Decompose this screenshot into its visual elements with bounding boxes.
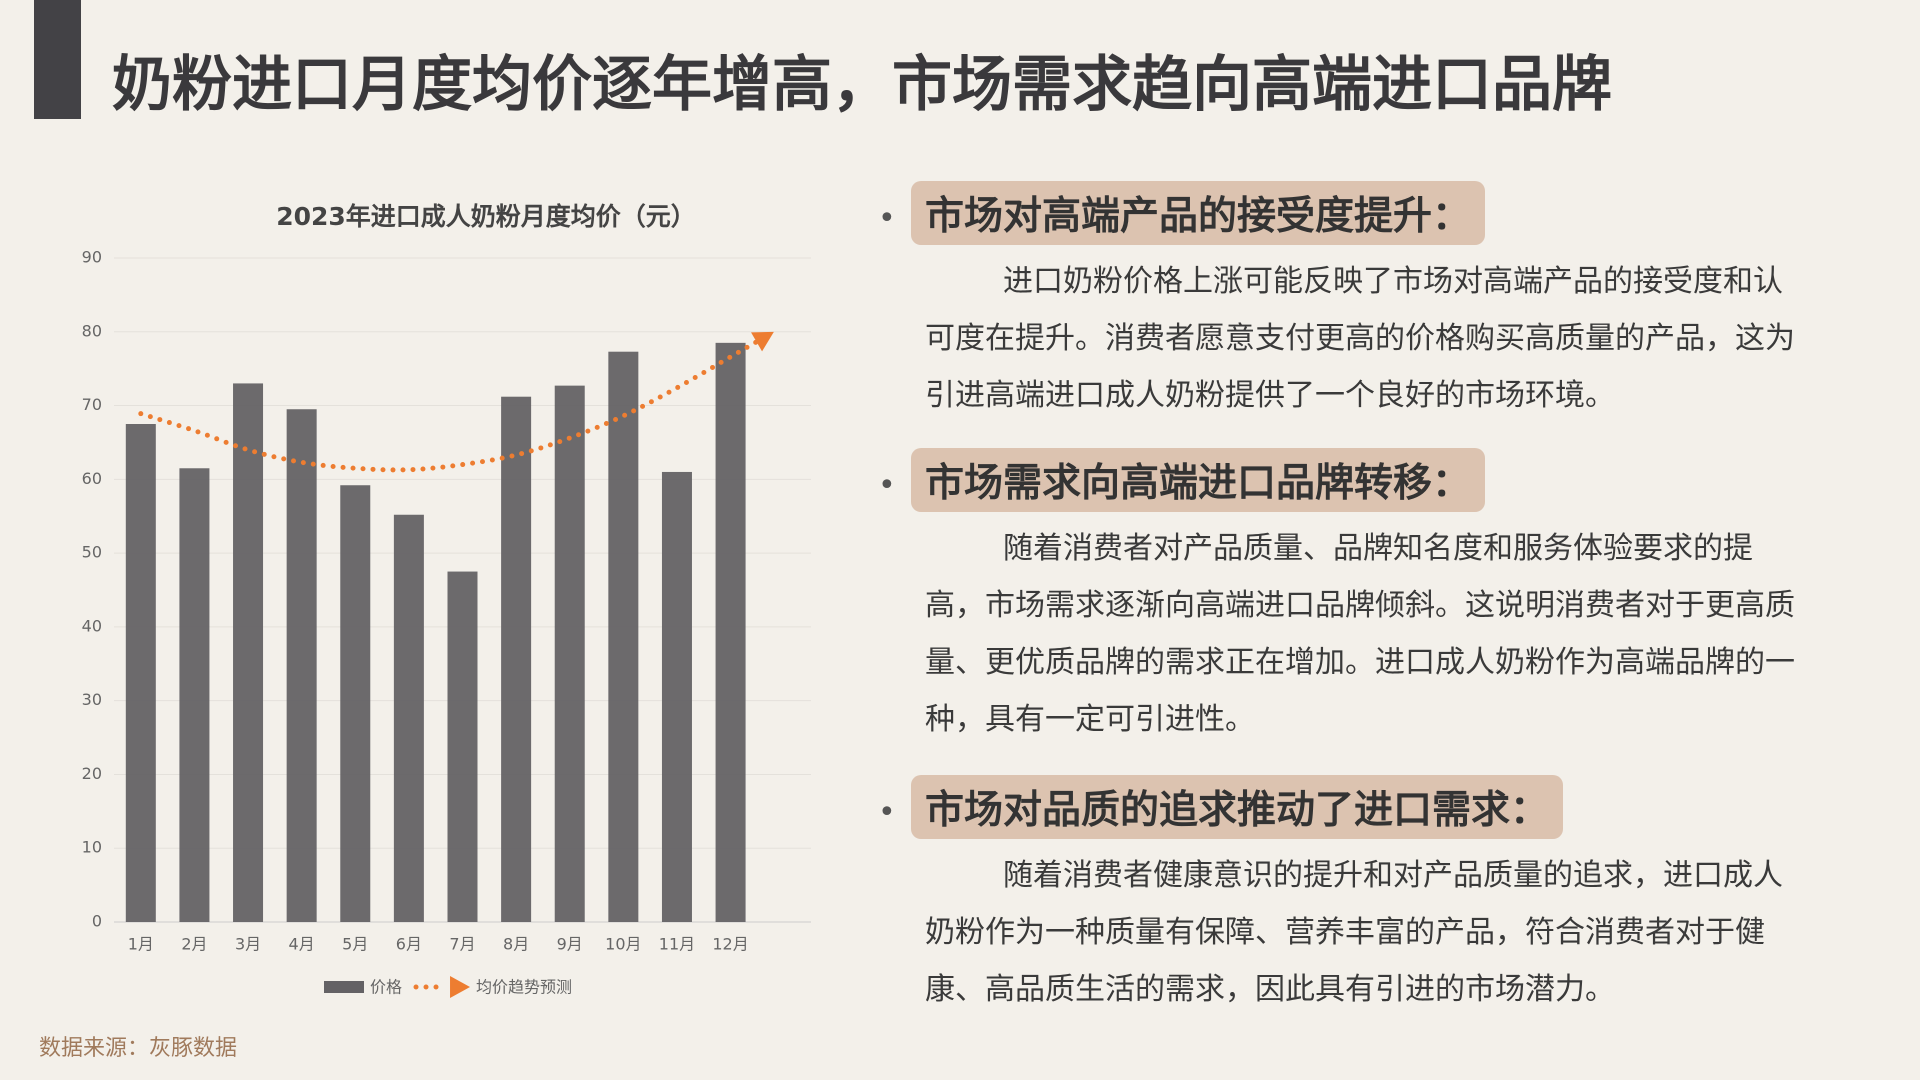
point-heading: 市场对高端产品的接受度提升： [911,181,1486,245]
y-tick-label: 70 [82,395,102,414]
chart-title: 2023年进口成人奶粉月度均价（元） [276,202,696,231]
y-tick-label: 0 [92,912,102,931]
bar [393,514,424,922]
bar [661,471,692,922]
point-text: 随着消费者健康意识的提升和对产品质量的追求，进口成人奶粉作为一种质量有保障、营养… [925,858,1783,1007]
legend-swatch [324,981,364,993]
bar [286,409,317,922]
source-note: 数据来源：灰豚数据 [39,1036,238,1061]
bullet: • [878,201,896,236]
x-tick-label: 11月 [659,935,695,954]
chart: 2023年进口成人奶粉月度均价（元） 0 10 20 30 40 50 60 70 80 90 1月… [82,202,811,998]
bar [340,485,371,922]
y-tick-label: 90 [82,248,102,267]
x-tick-label: 12月 [712,935,748,954]
y-tick-label: 80 [82,321,102,340]
bar [715,342,746,922]
x-tick-label: 5月 [342,935,368,954]
x-tick-label: 2月 [181,935,207,954]
x-tick-label: 9月 [557,935,583,954]
point: • 市场对高端产品的接受度提升： 进口奶粉价格上涨可能反映了市场对高端产品的接受… [878,181,1808,424]
x-tick-label: 6月 [396,935,422,954]
bar [447,571,478,922]
y-tick-label: 10 [82,838,102,857]
trend-arrowhead [751,331,774,352]
point: • 市场需求向高端进口品牌转移： 随着消费者对产品质量、品牌知名度和服务体验要求… [878,448,1808,748]
y-tick-label: 40 [82,616,102,635]
bullet: • [878,468,896,503]
y-tick-label: 50 [82,543,102,562]
bar [554,385,585,922]
x-tick-label: 3月 [235,935,261,954]
x-tick-label: 7月 [449,935,475,954]
y-tick-label: 30 [82,690,102,709]
bar [179,468,210,922]
point-heading: 市场需求向高端进口品牌转移： [911,448,1486,512]
legend-label: 均价趋势预测 [476,978,572,997]
x-tick-label: 8月 [503,935,529,954]
bar [125,424,156,922]
point-heading: 市场对品质的追求推动了进口需求： [911,775,1564,839]
point-text: 进口奶粉价格上涨可能反映了市场对高端产品的接受度和认可度在提升。消费者愿意支付更… [925,264,1795,413]
bar [608,351,639,923]
title-decoration [34,0,81,119]
bar [233,383,264,922]
legend-label: 价格 [370,978,402,997]
x-tick-label: 10月 [605,935,641,954]
legend-arrow [450,976,471,998]
trend-line [138,339,760,473]
x-tick-label: 1月 [128,935,154,954]
y-tick-label: 60 [82,469,102,488]
bar [501,396,532,922]
point: • 市场对品质的追求推动了进口需求： 随着消费者健康意识的提升和对产品质量的追求… [878,775,1808,1018]
bullet: • [878,795,896,830]
slide-title: 奶粉进口月度均价逐年增高，市场需求趋向高端进口品牌 [112,50,1612,120]
x-tick-label: 4月 [289,935,315,954]
y-tick-label: 20 [82,764,102,783]
point-text: 随着消费者对产品质量、品牌知名度和服务体验要求的提高，市场需求逐渐向高端进口品牌… [925,531,1795,737]
